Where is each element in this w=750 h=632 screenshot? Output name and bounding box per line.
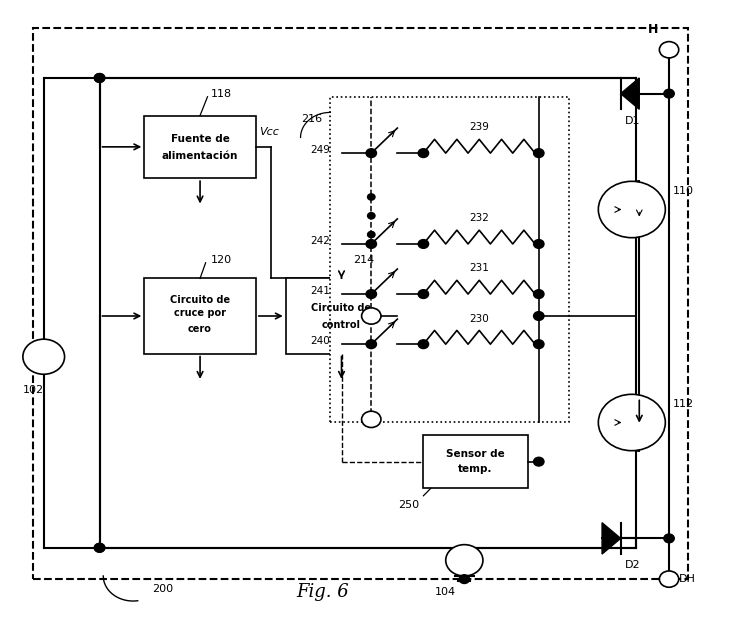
Circle shape: [94, 73, 105, 82]
Text: H: H: [647, 23, 658, 36]
FancyBboxPatch shape: [32, 28, 688, 579]
Circle shape: [368, 231, 375, 238]
Circle shape: [598, 181, 665, 238]
Text: 110: 110: [673, 186, 694, 196]
Circle shape: [366, 289, 376, 298]
Text: 231: 231: [470, 264, 489, 274]
Text: 216: 216: [302, 114, 322, 124]
Circle shape: [419, 149, 428, 157]
Circle shape: [664, 534, 674, 543]
Text: cruce por: cruce por: [174, 308, 226, 318]
Text: 214: 214: [352, 255, 374, 265]
FancyBboxPatch shape: [144, 116, 256, 178]
Circle shape: [659, 42, 679, 58]
Circle shape: [419, 340, 428, 349]
Text: control: control: [322, 320, 361, 331]
Text: Sensor de: Sensor de: [446, 449, 505, 459]
Text: 118: 118: [211, 88, 232, 99]
Text: 250: 250: [398, 499, 420, 509]
Circle shape: [368, 212, 375, 219]
Circle shape: [94, 73, 105, 82]
Circle shape: [533, 458, 544, 466]
Circle shape: [419, 289, 428, 298]
Text: 232: 232: [470, 213, 489, 223]
Circle shape: [533, 312, 544, 320]
Circle shape: [366, 149, 376, 157]
Text: DH: DH: [679, 574, 695, 584]
Circle shape: [598, 394, 665, 451]
Circle shape: [459, 574, 470, 583]
Text: 104: 104: [435, 587, 456, 597]
Text: 200: 200: [152, 583, 173, 593]
Circle shape: [362, 411, 381, 427]
Text: 241: 241: [310, 286, 330, 296]
Text: 230: 230: [470, 313, 489, 324]
Text: 240: 240: [310, 336, 330, 346]
Text: alimentación: alimentación: [162, 151, 238, 161]
FancyBboxPatch shape: [330, 97, 568, 423]
Circle shape: [446, 545, 483, 576]
Text: Circuito de: Circuito de: [170, 295, 230, 305]
Circle shape: [419, 240, 428, 248]
Text: 242: 242: [310, 236, 330, 246]
Text: D2: D2: [625, 561, 640, 570]
Text: D1: D1: [625, 116, 640, 126]
Text: Vcc: Vcc: [260, 128, 280, 138]
Circle shape: [23, 339, 64, 374]
Circle shape: [368, 194, 375, 200]
Text: 120: 120: [211, 255, 232, 265]
Circle shape: [664, 89, 674, 98]
Text: temp.: temp.: [458, 464, 493, 474]
FancyBboxPatch shape: [100, 78, 635, 548]
FancyBboxPatch shape: [286, 279, 398, 353]
Circle shape: [94, 544, 105, 552]
Circle shape: [533, 340, 544, 349]
Polygon shape: [602, 523, 621, 554]
Circle shape: [533, 149, 544, 157]
FancyBboxPatch shape: [144, 279, 256, 353]
Circle shape: [362, 308, 381, 324]
Circle shape: [94, 544, 105, 552]
Text: 102: 102: [23, 385, 44, 395]
Circle shape: [659, 571, 679, 587]
Polygon shape: [621, 78, 639, 109]
Text: 249: 249: [310, 145, 330, 155]
Text: 112: 112: [673, 399, 694, 409]
Circle shape: [533, 240, 544, 248]
Text: 239: 239: [470, 123, 489, 133]
Text: Fuente de: Fuente de: [170, 135, 230, 144]
Text: Circuito de: Circuito de: [311, 303, 371, 313]
FancyBboxPatch shape: [424, 435, 527, 489]
Circle shape: [366, 240, 376, 248]
Text: cero: cero: [188, 324, 212, 334]
Circle shape: [366, 340, 376, 349]
Text: Fig. 6: Fig. 6: [296, 583, 350, 600]
Circle shape: [533, 289, 544, 298]
